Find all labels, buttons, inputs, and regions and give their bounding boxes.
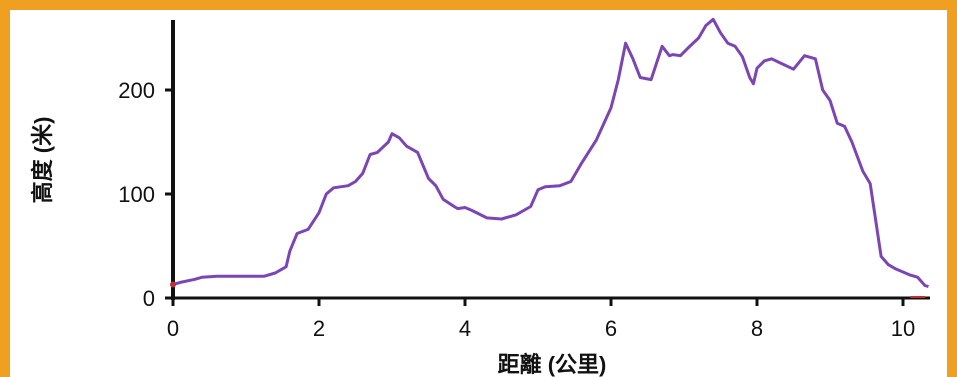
start-marker — [170, 281, 176, 288]
x-tick-label: 2 — [313, 316, 325, 341]
x-tick-label: 6 — [605, 316, 617, 341]
x-axis-title: 距離 (公里) — [498, 352, 607, 377]
x-tick-label: 0 — [167, 316, 179, 341]
y-axis-title: 高度 (米) — [30, 117, 55, 204]
y-tick-label: 100 — [118, 182, 155, 207]
y-tick-label: 200 — [118, 78, 155, 103]
x-tick-label: 10 — [891, 316, 915, 341]
x-tick-label: 4 — [459, 316, 471, 341]
y-axis: 0 100 200 — [118, 20, 175, 311]
y-ticks: 0 100 200 — [118, 78, 173, 311]
x-axis: 0 2 4 6 8 10 — [167, 296, 930, 341]
y-tick-label: 0 — [143, 286, 155, 311]
x-ticks: 0 2 4 6 8 10 — [167, 298, 915, 341]
x-tick-label: 8 — [751, 316, 763, 341]
elevation-line — [172, 17, 929, 289]
